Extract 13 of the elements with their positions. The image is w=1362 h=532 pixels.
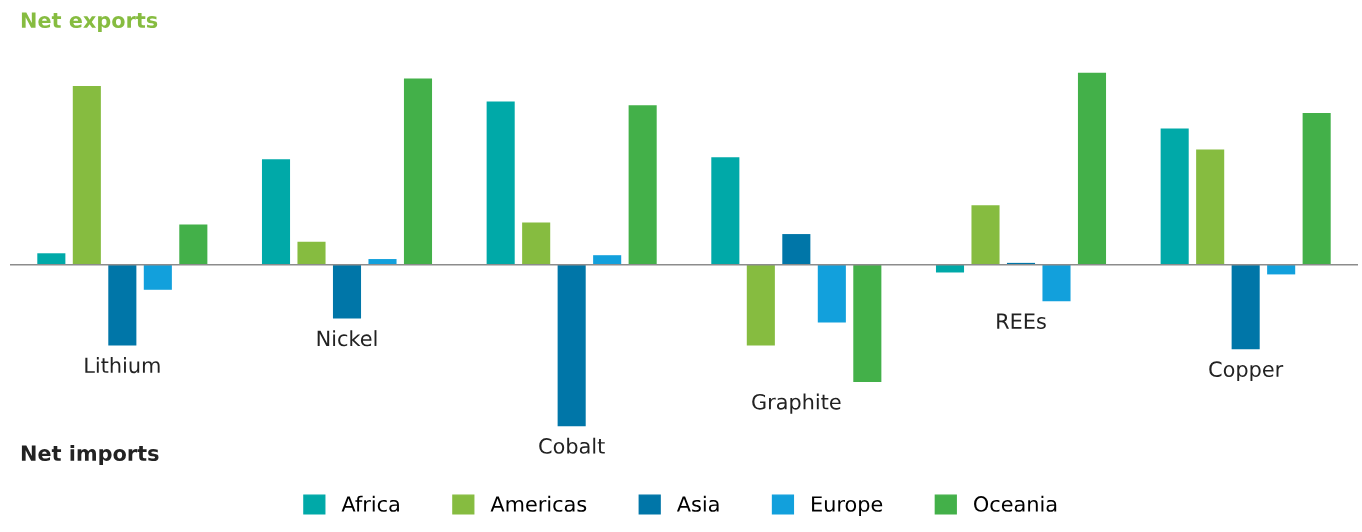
x-tick-label: Cobalt (539, 437, 605, 454)
legend-label: Oceania (974, 495, 1057, 512)
legend-label: Asia (676, 495, 719, 512)
text: Net imports (21, 444, 159, 466)
legend-label: Europe (812, 496, 883, 516)
legend-label: Americas (490, 495, 587, 512)
x-tick-label: Lithium (85, 357, 160, 374)
text: Net exports (21, 12, 158, 33)
x-tick-label: Nickel (317, 330, 377, 347)
x-tick-label: REEs (997, 313, 1046, 329)
x-tick-label: Copper (1209, 361, 1284, 382)
x-tick-label: Graphite (752, 393, 841, 414)
legend-label: Africa (341, 495, 399, 512)
